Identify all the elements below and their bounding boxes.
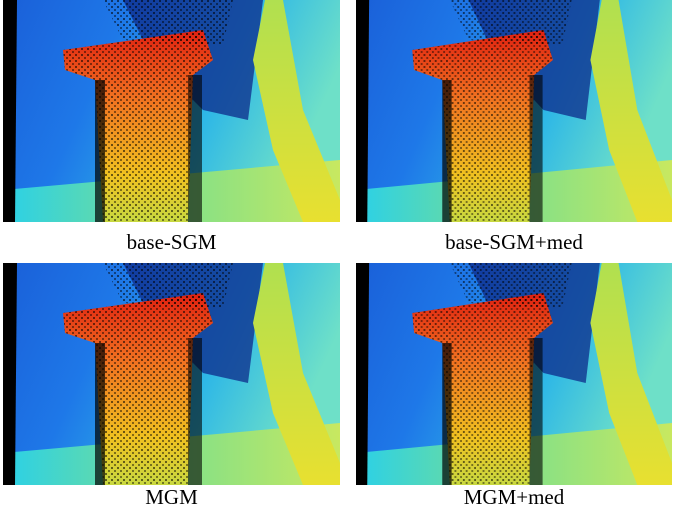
- caption: base-SGM+med: [356, 230, 672, 255]
- figure: base-SGM base-SGM+med MGM MGM+med (() =>…: [0, 0, 673, 515]
- panel: MGM+med: [356, 263, 672, 515]
- caption: base-SGM: [3, 230, 340, 255]
- disparity-map: [3, 0, 340, 222]
- disparity-map: [356, 0, 672, 222]
- caption: MGM: [3, 485, 340, 510]
- disparity-map: [356, 263, 672, 485]
- panel: base-SGM+med: [356, 0, 672, 262]
- panel: base-SGM: [3, 0, 340, 262]
- caption: MGM+med: [356, 485, 672, 510]
- panel: MGM: [3, 263, 340, 515]
- disparity-map: [3, 263, 340, 485]
